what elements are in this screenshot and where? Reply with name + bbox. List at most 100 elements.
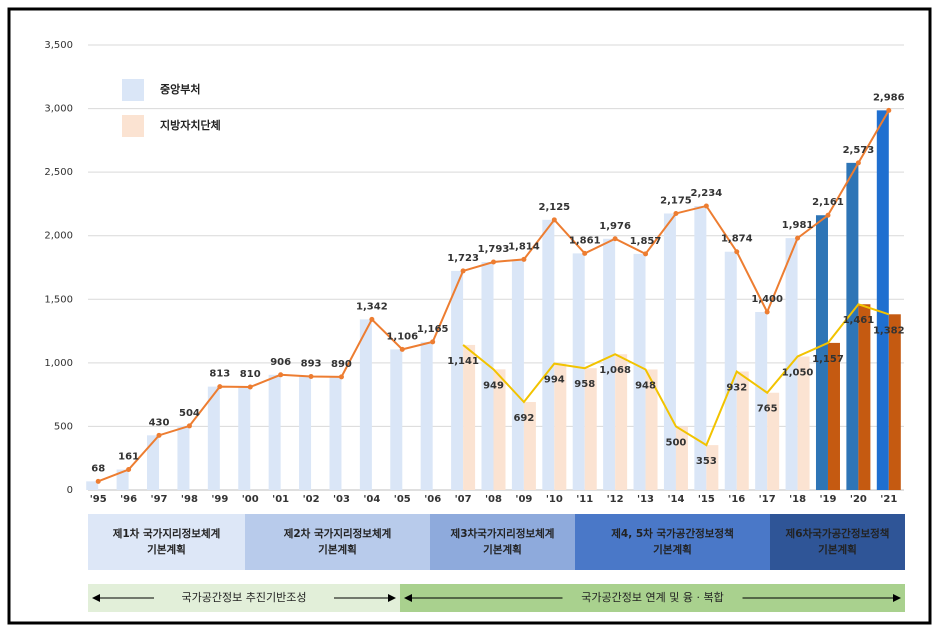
x-tick-label: '13 [637, 494, 654, 505]
y-tick-label: 2,500 [44, 167, 73, 178]
data-label: 2,125 [538, 202, 570, 213]
bar [420, 341, 433, 490]
data-label: 949 [483, 380, 504, 391]
data-label: 1,400 [751, 294, 783, 305]
data-label: 958 [574, 379, 595, 390]
arrow-head [92, 594, 100, 602]
arrow-head [893, 594, 901, 602]
x-tick-label: '15 [698, 494, 715, 505]
phase-label: 제2차 국가지리정보체계 [284, 527, 392, 540]
bar [177, 425, 190, 490]
bar [603, 238, 616, 490]
y-tick-label: 1,000 [44, 358, 73, 369]
point [278, 372, 284, 378]
bar [815, 215, 828, 490]
x-tick-label: '06 [424, 494, 441, 505]
stage-label: 국가공간정보 연계 및 융 · 복합 [581, 591, 723, 604]
data-label: 2,175 [660, 195, 692, 206]
frame [7, 7, 932, 625]
x-tick-label: '97 [151, 494, 168, 505]
phase-label: 기본계획 [818, 543, 857, 556]
bar [86, 481, 99, 490]
bar [238, 387, 251, 490]
x-tick-label: '99 [211, 494, 228, 505]
bar [390, 349, 403, 490]
point [764, 309, 770, 315]
data-label: 430 [149, 417, 170, 428]
data-label: 1,861 [569, 235, 601, 246]
data-label: 1,068 [599, 365, 631, 376]
data-label: 692 [513, 413, 534, 424]
data-label: 68 [91, 463, 105, 474]
bar [451, 270, 464, 490]
data-label: 504 [179, 408, 200, 419]
data-label: 2,573 [843, 145, 875, 156]
y-tick-label: 1,500 [44, 294, 73, 305]
data-label: 1,050 [782, 368, 814, 379]
data-label: 893 [301, 358, 322, 369]
data-label: 161 [118, 452, 139, 463]
phase-label: 제6차국가공간정보정책 [786, 527, 890, 540]
y-tick-label: 500 [54, 421, 73, 432]
trend-line [462, 303, 890, 447]
legend-label: 지방자치단체 [160, 118, 221, 132]
data-label: 353 [696, 456, 717, 467]
x-tick-label: '00 [242, 494, 259, 505]
phase-label: 제1차 국가지리정보체계 [113, 527, 221, 540]
bar [633, 253, 646, 490]
point [399, 346, 405, 352]
phase-label: 기본계획 [147, 543, 186, 556]
x-tick-label: '12 [607, 494, 624, 505]
bar [797, 356, 810, 490]
phase-box [430, 514, 575, 570]
bar [116, 469, 129, 490]
phase-label: 제4, 5차 국가공간정보정책 [611, 527, 734, 540]
bar [846, 162, 859, 490]
phase-label: 기본계획 [653, 543, 692, 556]
legend-swatch [122, 79, 144, 101]
data-label: 932 [726, 383, 747, 394]
bar [876, 110, 889, 490]
bar [481, 262, 494, 490]
data-label: 2,986 [873, 92, 905, 103]
x-tick-label: '98 [181, 494, 198, 505]
point [734, 249, 740, 255]
phase-box [245, 514, 430, 570]
x-tick-label: '07 [455, 494, 472, 505]
phase-label: 제3차국가지리정보체계 [451, 527, 555, 540]
bar [694, 205, 707, 490]
bar [858, 304, 871, 490]
data-label: 1,981 [782, 220, 814, 231]
x-tick-label: '14 [667, 494, 684, 505]
point [551, 217, 557, 223]
x-tick-label: '05 [394, 494, 411, 505]
point [369, 316, 375, 322]
point [186, 423, 192, 429]
x-tick-label: '04 [363, 494, 380, 505]
bar [147, 435, 160, 490]
arrow-head [404, 594, 412, 602]
data-label: 810 [240, 369, 261, 380]
data-label: 1,157 [812, 354, 844, 365]
y-tick-label: 0 [67, 485, 73, 496]
point [247, 384, 253, 390]
x-tick-label: '19 [819, 494, 836, 505]
y-tick-label: 2,000 [44, 231, 73, 242]
data-label: 765 [757, 404, 778, 415]
bar [554, 363, 567, 490]
bar [493, 369, 506, 490]
point [612, 236, 618, 242]
data-label: 1,723 [447, 253, 479, 264]
x-tick-label: '09 [515, 494, 532, 505]
point [855, 160, 861, 166]
bar [207, 386, 220, 490]
bar [675, 426, 688, 490]
bar [888, 314, 901, 490]
point [643, 251, 649, 257]
bar [615, 354, 628, 490]
data-label: 1,342 [356, 301, 388, 312]
legend-swatch [122, 115, 144, 137]
point [491, 259, 496, 265]
data-label: 1,106 [386, 331, 418, 342]
x-tick-label: '16 [728, 494, 745, 505]
